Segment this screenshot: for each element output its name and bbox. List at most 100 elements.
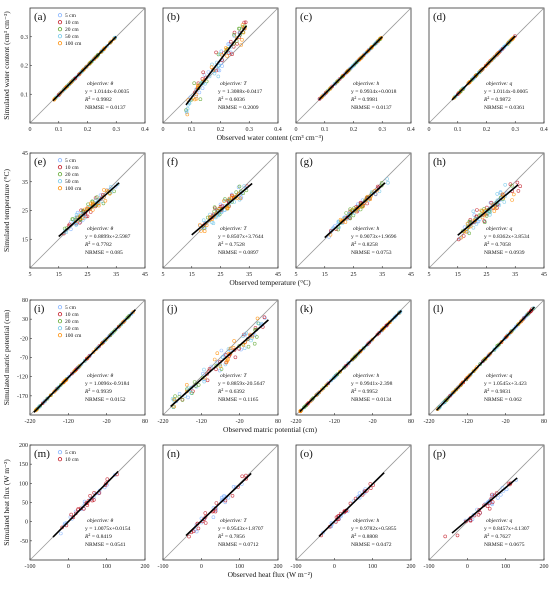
annotation-r2: R2 = 0.7528: [217, 240, 245, 248]
data-point: [69, 512, 73, 517]
y-tick-label: 50: [22, 501, 28, 507]
data-point: [203, 511, 208, 515]
regression-line: [457, 184, 519, 236]
data-point: [263, 316, 267, 320]
annotation-equation: y = 1.0144x-0.0035: [85, 89, 129, 95]
data-point: [378, 36, 383, 41]
legend-label: 50 cm: [65, 179, 79, 185]
data-point: [242, 346, 247, 351]
data-point: [223, 500, 227, 505]
data-point: [201, 226, 205, 231]
panel-label: (m): [34, 448, 50, 460]
annotation-nrmse: NRMSE = 0.0712: [218, 542, 259, 548]
x-tick-label: 35: [113, 272, 119, 278]
data-point: [333, 81, 337, 86]
data-point: [122, 319, 127, 323]
data-point: [52, 97, 56, 102]
panel-l: (l) -220 -120 -20 80 objective: q y = 1.0545x+…: [424, 299, 547, 425]
data-point: [256, 321, 260, 326]
panel-label: (e): [34, 156, 47, 168]
data-point: [516, 321, 521, 326]
data-point: [329, 378, 333, 383]
data-point: [511, 192, 516, 197]
data-point: [96, 52, 101, 57]
annotation-equation: y = 1.0545x+3.423: [484, 381, 527, 387]
data-point: [299, 408, 303, 413]
data-point: [233, 355, 238, 360]
data-point: [242, 184, 246, 188]
data-point: [336, 227, 340, 232]
data-point: [387, 320, 392, 325]
data-point: [224, 494, 229, 499]
data-point: [67, 374, 71, 379]
data-point: [64, 85, 69, 89]
data-point: [309, 398, 313, 403]
panel-label: (p): [433, 448, 446, 460]
data-point: [350, 357, 355, 362]
data-point: [493, 347, 497, 351]
data-point: [189, 391, 193, 395]
data-point: [484, 356, 488, 361]
data-point: [78, 220, 82, 225]
data-point: [117, 324, 121, 329]
data-point: [37, 405, 41, 409]
y-axis-title: Simulated heat flux (W m⁻²): [2, 459, 11, 546]
annotation-objective: objective: θ: [87, 81, 113, 87]
data-point: [474, 73, 479, 78]
data-point: [454, 94, 458, 98]
annotation-equation: y = 0.9782x+0.5855: [351, 526, 397, 532]
data-point: [99, 50, 103, 54]
data-point: [358, 349, 363, 354]
data-point: [503, 183, 508, 187]
data-point: [214, 501, 219, 505]
x-tick-label: 15: [56, 272, 62, 278]
data-point: [468, 518, 473, 523]
x-tick-label: 0.2: [217, 127, 225, 133]
data-point: [483, 64, 488, 69]
panel-label: (o): [300, 448, 313, 460]
data-point: [184, 110, 189, 115]
data-point: [488, 351, 493, 356]
annotation-r2: R2 = 0.8258: [350, 240, 378, 248]
annotation-equation: y = 0.8507x+3.7644: [218, 234, 264, 240]
data-point: [495, 199, 500, 204]
data-point: [88, 493, 92, 498]
y-tick-label: 25: [22, 209, 28, 215]
data-point: [232, 34, 237, 38]
x-tick-label: 45: [408, 272, 414, 278]
panel-n: (n) -100 0 100 200 objective: T y = 0.9543x+1.…: [158, 444, 283, 570]
regression-line: [318, 472, 385, 538]
data-point: [56, 385, 61, 390]
legend-label: 20 cm: [65, 172, 79, 178]
y-axis-title: Simulated matric potential (cm): [2, 309, 11, 405]
data-point: [125, 316, 129, 320]
data-point: [231, 345, 236, 350]
data-point: [91, 208, 95, 212]
annotation-objective: objective: T: [220, 81, 247, 87]
regression-line: [451, 35, 516, 101]
data-point: [488, 210, 492, 215]
annotation-nrmse: NRMSE = 0.0472: [351, 542, 392, 548]
x-tick-label: 0.3: [113, 127, 121, 133]
data-point: [375, 40, 379, 44]
annotation-objective: objective: T: [220, 373, 247, 379]
data-point: [349, 208, 354, 213]
data-point: [364, 343, 369, 348]
data-point: [242, 20, 246, 25]
data-point: [442, 400, 447, 405]
x-tick-label: -100: [25, 564, 36, 570]
x-tick-label: -100: [291, 564, 302, 570]
data-point: [108, 333, 113, 338]
data-point: [216, 52, 221, 57]
y-tick-label: -20: [20, 336, 28, 342]
data-point: [88, 60, 93, 65]
data-point: [367, 340, 372, 345]
data-point: [368, 197, 373, 201]
data-point: [45, 396, 50, 401]
data-point: [354, 60, 359, 65]
regression-line: [185, 472, 252, 537]
data-point: [85, 356, 89, 361]
annotation-r2: R2 = 0.8419: [84, 532, 112, 540]
data-point: [218, 364, 223, 369]
legend-marker: [57, 34, 63, 39]
